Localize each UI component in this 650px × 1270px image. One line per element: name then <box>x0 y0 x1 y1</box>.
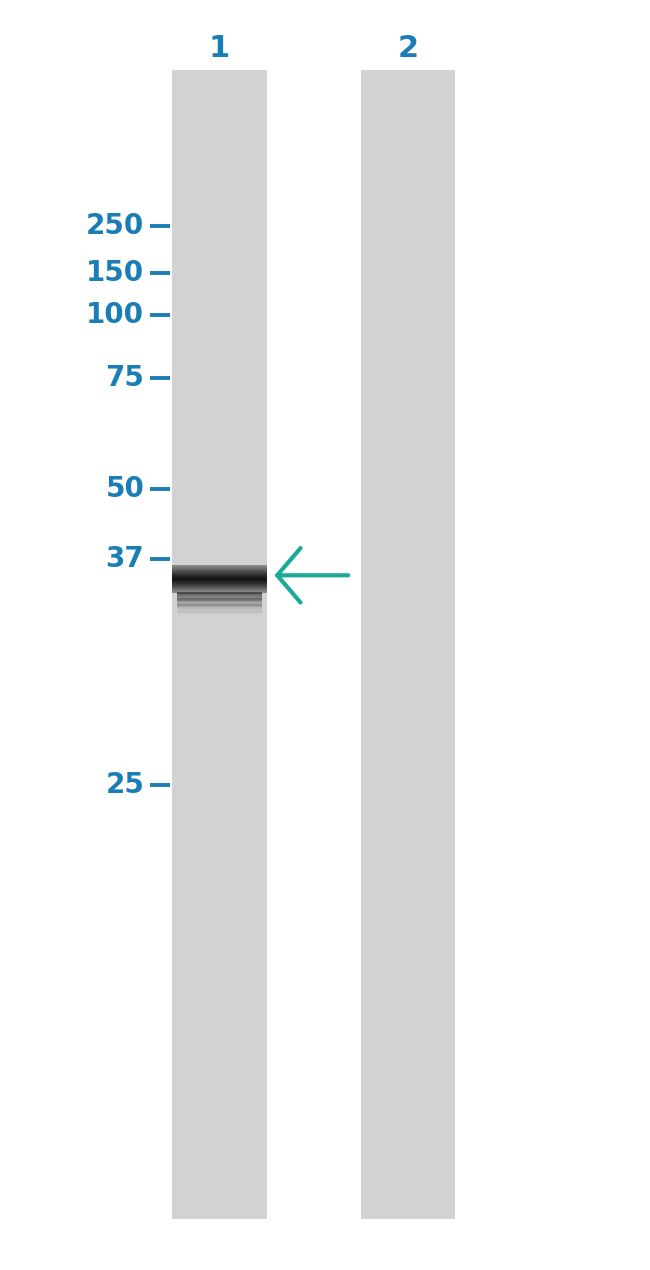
Bar <box>177 607 262 610</box>
Bar <box>177 611 262 612</box>
Bar <box>177 601 262 602</box>
Bar <box>177 592 262 594</box>
Bar <box>177 598 262 599</box>
Bar <box>361 70 455 1219</box>
Bar <box>177 613 262 615</box>
Bar <box>177 608 262 611</box>
Bar <box>177 594 262 597</box>
Bar <box>177 606 262 608</box>
Bar <box>177 593 262 596</box>
Text: 2: 2 <box>397 34 419 62</box>
Bar <box>177 610 262 612</box>
Text: 1: 1 <box>209 34 230 62</box>
Text: 100: 100 <box>86 301 144 329</box>
Bar <box>177 603 262 605</box>
Text: 150: 150 <box>86 259 144 287</box>
Text: 50: 50 <box>105 475 144 503</box>
Text: 75: 75 <box>105 364 144 392</box>
Bar <box>177 612 262 613</box>
Bar <box>177 599 262 601</box>
Bar <box>172 70 266 1219</box>
Bar <box>177 606 262 607</box>
Bar <box>177 596 262 597</box>
Text: 37: 37 <box>105 545 144 573</box>
Bar <box>177 602 262 603</box>
Text: 250: 250 <box>86 212 144 240</box>
Text: 25: 25 <box>105 771 144 799</box>
Bar <box>177 597 262 598</box>
Bar <box>177 605 262 606</box>
Bar <box>177 615 262 616</box>
